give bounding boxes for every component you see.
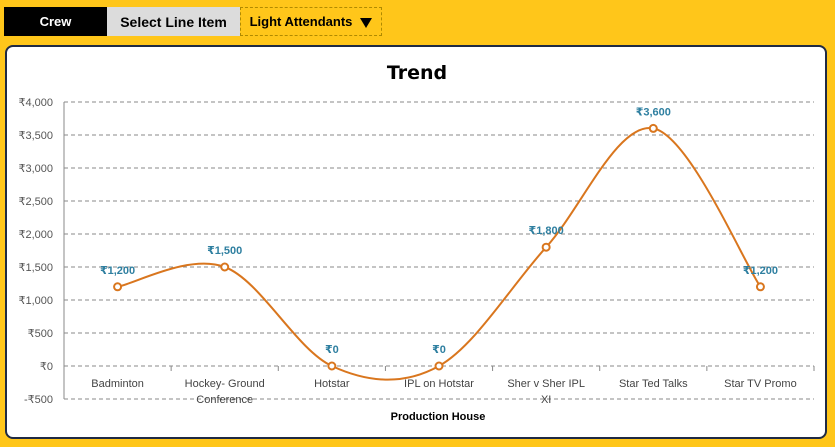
x-tick-label: Hockey- Ground Conference: [185, 378, 265, 406]
y-tick-label: ₹3,000: [18, 163, 53, 175]
data-point: [755, 282, 765, 292]
series-line: [117, 127, 762, 381]
data-label: ₹1,500: [207, 245, 242, 257]
y-tick-label: -₹500: [24, 394, 53, 406]
data-label: ₹1,200: [100, 265, 135, 277]
y-tick-label: ₹1,500: [18, 262, 53, 274]
y-tick-label: ₹2,500: [18, 196, 53, 208]
y-tick-label: ₹2,000: [18, 229, 53, 241]
toolbar: Crew Select Line Item Light Attendants: [4, 7, 382, 36]
select-line-item-label: Select Line Item: [107, 7, 240, 36]
data-label: ₹1,800: [529, 225, 564, 237]
data-point: [113, 282, 123, 292]
y-tick-label: ₹500: [28, 328, 53, 340]
data-point: [220, 262, 230, 272]
x-tick-label: Badminton: [91, 378, 144, 390]
x-tick-label: IPL on Hotstar: [404, 378, 474, 390]
data-label: ₹0: [432, 344, 446, 356]
data-label: ₹0: [325, 344, 339, 356]
y-tick-label: ₹1,000: [18, 295, 53, 307]
data-point: [541, 242, 551, 252]
x-axis: Badminton Hockey- Ground Conference Hotstar…: [63, 366, 815, 406]
dropdown-value: Light Attendants: [249, 14, 353, 29]
y-tick-label: ₹4,000: [18, 97, 53, 109]
x-tick-label: Hotstar: [314, 378, 350, 390]
chart-title: Trend: [387, 62, 447, 84]
x-tick-label: Star Ted Talks: [619, 378, 688, 390]
x-axis-title: Production House: [391, 411, 486, 423]
x-tick-label: Star TV Promo: [724, 378, 797, 390]
x-tick-label: Sher v Sher IPL XI: [507, 378, 585, 406]
data-points: [113, 123, 765, 371]
data-point: [648, 123, 658, 133]
chart-card: [5, 45, 827, 439]
data-label: ₹3,600: [636, 106, 671, 118]
y-axis: ₹4,000 ₹3,500 ₹3,000 ₹2,500 ₹2,000 ₹1,500 ₹1,0…: [18, 97, 65, 406]
data-label: ₹1,200: [743, 265, 778, 277]
crew-tab[interactable]: Crew: [4, 7, 107, 36]
y-tick-label: ₹0: [40, 361, 53, 373]
line-item-dropdown[interactable]: Light Attendants: [240, 7, 382, 36]
data-point: [327, 361, 337, 371]
caret-down-icon: [360, 17, 373, 28]
gridlines: [64, 101, 814, 400]
y-tick-label: ₹3,500: [18, 130, 53, 142]
data-point: [434, 361, 444, 371]
data-labels: ₹1,200 ₹1,500 ₹0 ₹0 ₹1,800 ₹3,600 ₹1,200: [100, 106, 778, 356]
